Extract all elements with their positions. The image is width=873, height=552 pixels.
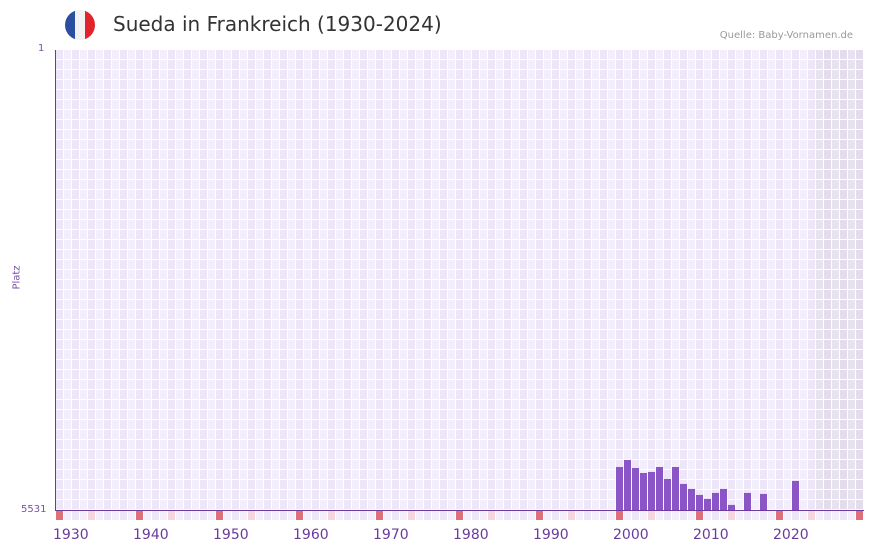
bar-2011	[704, 498, 711, 510]
y-axis-title: Platz	[11, 265, 23, 290]
y-axis-bottom-label: 5531	[21, 504, 47, 515]
y-axis-line	[55, 50, 56, 511]
bar-2001	[624, 460, 631, 510]
bar-2002	[632, 467, 639, 510]
x-tick-2020: 2020	[773, 527, 809, 543]
plot-area	[56, 50, 863, 510]
france-flag-icon	[65, 10, 95, 40]
bar-2022	[792, 480, 799, 510]
x-tick-1950: 1950	[213, 527, 249, 543]
x-tick-1970: 1970	[373, 527, 409, 543]
bar-2006	[664, 478, 671, 510]
bar-2013	[720, 488, 727, 510]
bar-2012	[712, 492, 719, 510]
bar-2003	[640, 472, 647, 510]
bar-2009	[688, 488, 695, 510]
x-tick-2000: 2000	[613, 527, 649, 543]
x-axis-line	[55, 510, 864, 511]
x-tick-1930: 1930	[53, 527, 89, 543]
x-tick-1980: 1980	[453, 527, 489, 543]
bar-2007	[672, 466, 679, 510]
bar-2008	[680, 483, 687, 510]
bar-2016	[744, 492, 751, 510]
bar-2005	[656, 466, 663, 510]
bar-2000	[616, 466, 623, 510]
bar-2018	[760, 493, 767, 510]
bar-2014	[728, 504, 735, 510]
x-tick-1960: 1960	[293, 527, 329, 543]
x-tick-2010: 2010	[693, 527, 729, 543]
y-axis-top-label: 1	[38, 43, 45, 54]
year-ticks	[56, 511, 863, 520]
x-tick-1940: 1940	[133, 527, 169, 543]
chart-title: Sueda in Frankreich (1930-2024)	[113, 12, 442, 36]
bar-2010	[696, 494, 703, 510]
bar-2004	[648, 471, 655, 510]
source-label: Quelle: Baby-Vornamen.de	[719, 30, 853, 41]
x-tick-1990: 1990	[533, 527, 569, 543]
